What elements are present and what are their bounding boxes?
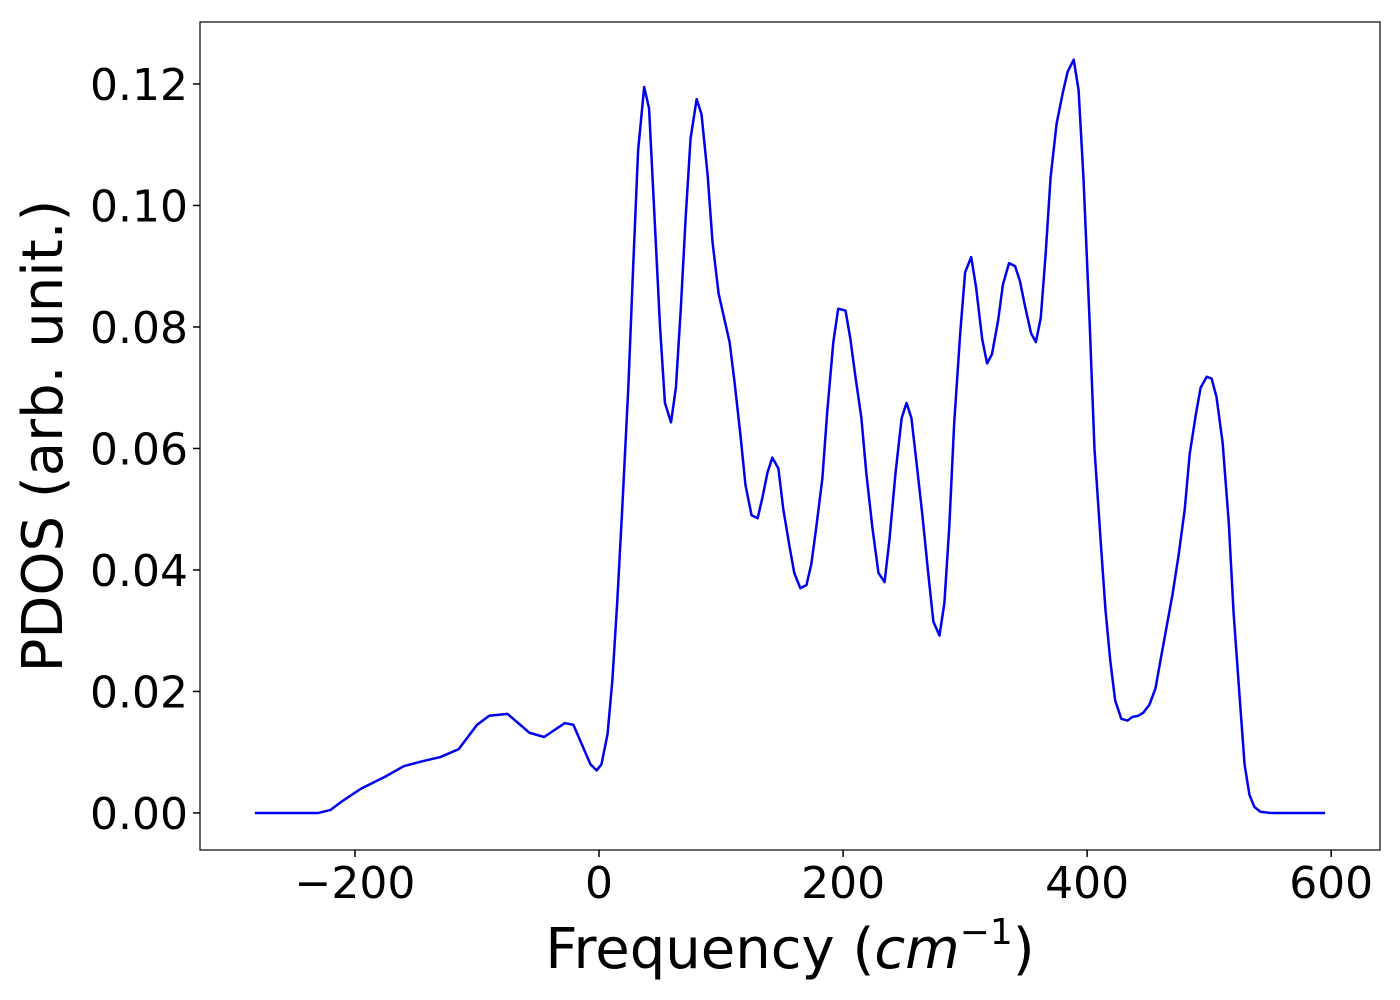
- y-tick-label: 0.08: [90, 303, 188, 354]
- y-tick-label: 0.02: [90, 667, 188, 718]
- x-tick-label: 600: [1289, 858, 1373, 909]
- x-tick-label: 400: [1045, 858, 1129, 909]
- y-tick-label: 0.04: [90, 546, 188, 597]
- x-tick-label: 200: [801, 858, 885, 909]
- x-tick-label: −200: [295, 858, 416, 909]
- y-tick-label: 0.12: [90, 60, 188, 111]
- x-label-sup: −1: [960, 912, 1013, 953]
- x-label-close: ): [1013, 917, 1035, 982]
- plot-frame: [199, 21, 1381, 851]
- x-axis-label: Frequency (cm−1): [545, 912, 1034, 982]
- pdos-line: [254, 58, 1326, 815]
- x-tick-label: 0: [585, 858, 613, 909]
- y-tick-label: 0.10: [90, 181, 188, 232]
- y-tick-label: 0.06: [90, 424, 188, 475]
- x-label-math: cm: [874, 917, 959, 982]
- y-tick-label: 0.00: [90, 789, 188, 840]
- y-axis-label: PDOS (arb. unit.): [11, 200, 76, 673]
- x-label-text: Frequency (: [545, 917, 874, 982]
